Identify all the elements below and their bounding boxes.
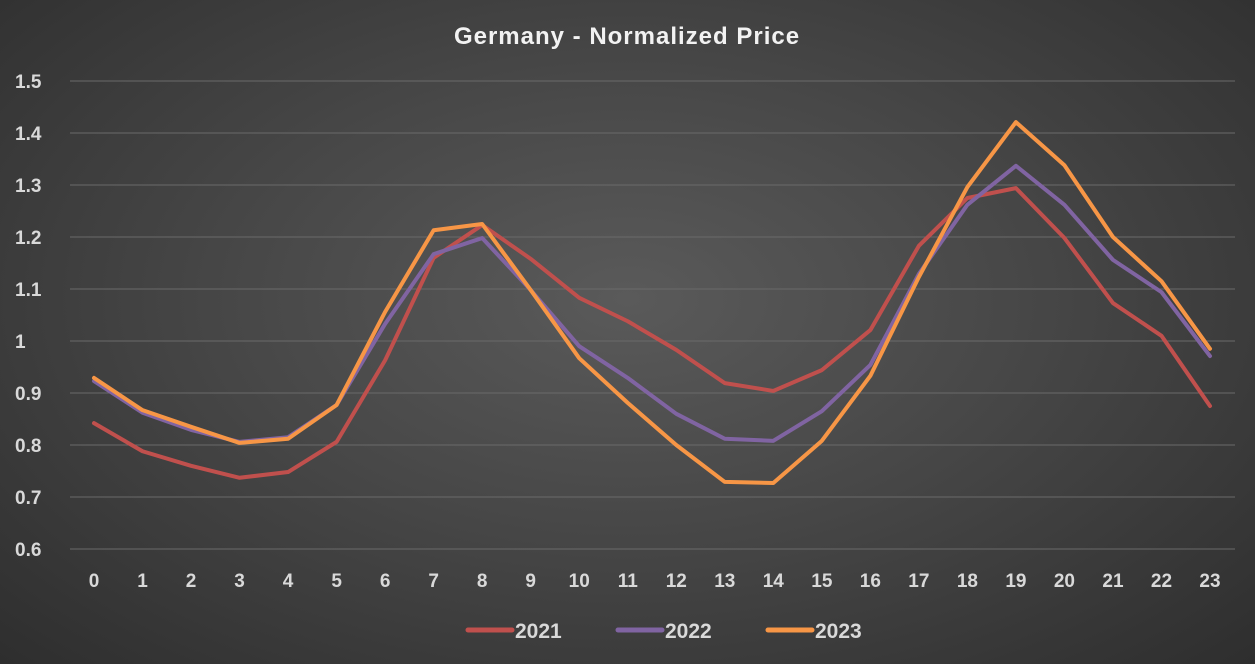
x-tick-label: 12: [666, 571, 687, 592]
x-tick-label: 21: [1102, 571, 1124, 592]
y-tick-label: 1.1: [15, 280, 42, 301]
y-tick-label: 0.9: [15, 384, 41, 405]
y-tick-label: 1.5: [15, 72, 42, 93]
y-tick-label: 0.6: [15, 540, 41, 561]
legend-label-2023: 2023: [815, 620, 862, 643]
x-tick-label: 14: [763, 571, 785, 592]
x-tick-label: 4: [283, 571, 294, 592]
x-tick-label: 22: [1151, 571, 1172, 592]
x-tick-label: 20: [1054, 571, 1075, 592]
x-tick-label: 15: [811, 571, 833, 592]
x-tick-label: 17: [908, 571, 929, 592]
x-tick-label: 1: [137, 571, 148, 592]
x-tick-label: 8: [477, 571, 488, 592]
y-tick-label: 1.2: [15, 228, 41, 249]
x-tick-label: 2: [186, 571, 197, 592]
x-tick-label: 7: [428, 571, 439, 592]
x-tick-label: 9: [525, 571, 536, 592]
series-line-2021: [92, 186, 1212, 480]
y-tick-label: 1: [15, 332, 26, 353]
x-tick-label: 16: [860, 571, 881, 592]
chart-title: Germany - Normalized Price: [454, 23, 800, 50]
x-tick-label: 3: [234, 571, 245, 592]
x-tick-label: 10: [569, 571, 590, 592]
legend-label-2021: 2021: [515, 620, 562, 643]
legend-label-2022: 2022: [665, 620, 712, 643]
x-tick-label: 6: [380, 571, 391, 592]
x-tick-label: 18: [957, 571, 978, 592]
x-tick-label: 5: [331, 571, 342, 592]
y-tick-label: 0.8: [15, 436, 41, 457]
series-line-2023: [92, 120, 1212, 485]
x-tick-label: 23: [1199, 571, 1220, 592]
x-tick-label: 0: [89, 571, 100, 592]
y-tick-label: 1.3: [15, 176, 41, 197]
x-tick-label: 13: [714, 571, 735, 592]
y-tick-label: 0.7: [15, 488, 41, 509]
x-tick-label: 11: [618, 571, 639, 592]
x-tick-label: 19: [1005, 571, 1026, 592]
y-tick-label: 1.4: [15, 124, 42, 145]
series-line-2022: [92, 163, 1212, 444]
